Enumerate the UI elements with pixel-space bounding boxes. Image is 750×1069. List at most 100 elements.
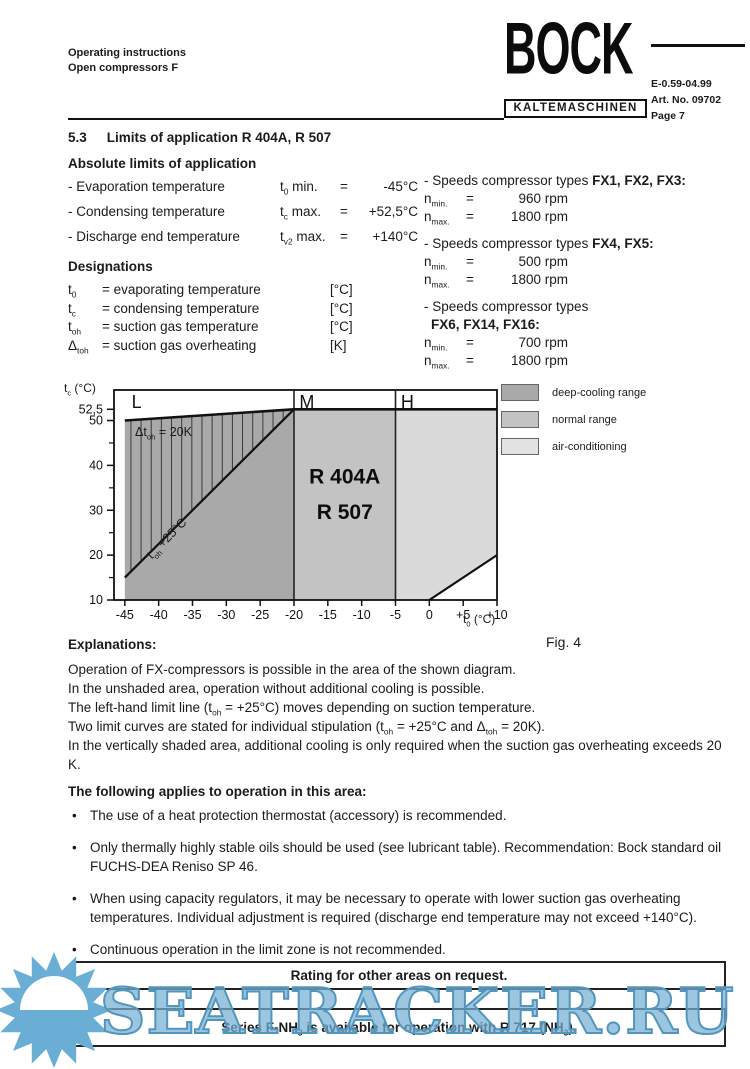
limit-eq: = — [340, 229, 348, 244]
svg-text:10: 10 — [89, 593, 103, 607]
speed-value: 500 rpm — [518, 254, 568, 269]
limit-symbol: tv2 max. — [280, 229, 326, 247]
limit-value: +140°C — [372, 229, 418, 244]
legend-item: normal range — [501, 411, 646, 428]
legend-item: air-conditioning — [501, 438, 646, 455]
bullet-text: When using capacity regulators, it may b… — [90, 891, 697, 925]
speed-eq: = — [466, 191, 474, 206]
svg-text:-15: -15 — [319, 608, 337, 622]
speed-symbol: nmax. — [424, 353, 450, 371]
legend-swatch-normal — [501, 411, 539, 428]
svg-text:-10: -10 — [353, 608, 371, 622]
speeds-block: - Speeds compressor types FX1, FX2, FX3:… — [424, 172, 734, 379]
designation-text: = suction gas temperature — [102, 319, 259, 334]
limit-symbol: t0 min. — [280, 179, 318, 197]
bullet-item: • Only thermally highly stable oils shou… — [68, 838, 728, 876]
operation-area-heading: The following applies to operation in th… — [68, 784, 367, 799]
designation-unit: [°C] — [330, 319, 353, 334]
limit-eq: = — [340, 179, 348, 194]
legend-label: air-conditioning — [552, 440, 627, 453]
header-line2: Open compressors F — [68, 61, 179, 74]
svg-text:-30: -30 — [217, 608, 235, 622]
speed-group-title2: FX6, FX14, FX16: — [431, 317, 540, 332]
speed-row: nmin. = 960 rpm — [424, 190, 734, 208]
limit-row: - Condensing temperature tc max. = +52,5… — [68, 203, 420, 222]
svg-text:-25: -25 — [251, 608, 269, 622]
speed-symbol: nmax. — [424, 209, 450, 227]
svg-text:-40: -40 — [150, 608, 168, 622]
limit-label: - Discharge end temperature — [68, 229, 240, 244]
section-heading: 5.3 Limits of application R 404A, R 507 — [68, 130, 331, 145]
svg-text:R 404A: R 404A — [309, 465, 380, 488]
svg-text:L: L — [132, 392, 142, 412]
designations-block: Designations t0 = evaporating temperatur… — [68, 259, 420, 355]
bullet-item: • The use of a heat protection thermosta… — [68, 806, 728, 825]
speed-row: nmax. = 1800 rpm — [424, 208, 734, 226]
nh3-note-box: Series F-NH3 is available for operation … — [72, 1008, 726, 1047]
header-meta: E-0.59-04.99 Art. No. 09702 Page 7 — [651, 44, 745, 124]
limit-label: - Condensing temperature — [68, 204, 225, 219]
speed-group: - Speeds compressor types FX6, FX14, FX1… — [424, 298, 734, 370]
svg-text:20: 20 — [89, 548, 103, 562]
chart-legend: deep-cooling range normal range air-cond… — [501, 384, 646, 465]
explanation-line: Two limit curves are stated for individu… — [68, 719, 545, 737]
designation-row: t0 = evaporating temperature [°C] — [68, 281, 420, 300]
speed-group-title: - Speeds compressor types FX4, FX5: — [424, 236, 654, 251]
limit-symbol: tc max. — [280, 204, 321, 222]
limit-eq: = — [340, 204, 348, 219]
bullet-text: Only thermally highly stable oils should… — [90, 840, 722, 874]
bullet-glyph: • — [72, 942, 77, 957]
figure-caption: Fig. 4 — [546, 634, 582, 650]
bullet-item: • Continuous operation in the limit zone… — [68, 940, 728, 959]
chart-canvas: -45 -40 -35 -30 -25 -20 -15 -10 -5 0 +5 +10 10 20 30 40… — [79, 389, 508, 622]
designation-unit: [°C] — [330, 300, 353, 316]
y-axis-title: tc (°C) — [64, 381, 96, 398]
page-number: Page 7 — [651, 109, 685, 122]
designation-unit: [°C] — [330, 282, 353, 297]
speed-group: - Speeds compressor types FX1, FX2, FX3:… — [424, 172, 734, 226]
bullet-glyph: • — [72, 840, 77, 855]
legend-swatch-air-conditioning — [501, 438, 539, 455]
svg-text:52,5: 52,5 — [79, 402, 103, 416]
svg-text:-45: -45 — [116, 608, 134, 622]
bullet-text: Continuous operation in the limit zone i… — [90, 942, 446, 957]
operation-area-bullets: • The use of a heat protection thermosta… — [68, 806, 728, 972]
designation-row: Δtoh = suction gas overheating [K] — [68, 337, 420, 356]
explanation-line: In the vertically shaded area, additiona… — [68, 738, 722, 772]
legend-label: deep-cooling range — [552, 386, 647, 399]
speed-eq: = — [466, 353, 474, 368]
rating-note-box: Rating for other areas on request. — [72, 961, 726, 990]
limit-label: - Evaporation temperature — [68, 179, 225, 194]
designations-heading: Designations — [68, 259, 153, 274]
svg-text:+5: +5 — [456, 608, 470, 622]
header-left: Operating instructions Open compressors … — [68, 46, 186, 76]
svg-text:-20: -20 — [285, 608, 303, 622]
speed-symbol: nmax. — [424, 272, 450, 290]
section-title: Limits of application R 404A, R 507 — [106, 130, 332, 145]
explanations-text: Operation of FX-compressors is possible … — [68, 660, 724, 774]
speed-eq: = — [466, 209, 474, 224]
speed-eq: = — [466, 254, 474, 269]
speed-eq: = — [466, 272, 474, 287]
speed-value: 960 rpm — [518, 191, 568, 206]
speed-row: nmin. = 500 rpm — [424, 253, 734, 271]
speed-symbol: nmin. — [424, 191, 448, 209]
art-number: Art. No. 09702 — [651, 93, 722, 106]
legend-item: deep-cooling range — [501, 384, 646, 401]
explanation-line: Operation of FX-compressors is possible … — [68, 662, 516, 677]
speed-symbol: nmin. — [424, 254, 448, 272]
svg-text:0: 0 — [426, 608, 433, 622]
svg-text:50: 50 — [89, 414, 103, 428]
designation-symbol: t0 — [68, 282, 77, 300]
application-limits-chart: -45 -40 -35 -30 -25 -20 -15 -10 -5 0 +5 +10 10 20 30 40… — [64, 380, 736, 642]
designation-symbol: tc — [68, 300, 76, 319]
bock-logo-text: BOCK — [504, 7, 633, 90]
speed-row: nmax. = 1800 rpm — [424, 352, 734, 370]
speed-value: 1800 rpm — [510, 272, 568, 287]
explanation-line: In the unshaded area, operation without … — [68, 681, 485, 696]
svg-text:R 507: R 507 — [317, 501, 373, 524]
bullet-glyph: • — [72, 891, 77, 906]
speed-row: nmin. = 700 rpm — [424, 334, 734, 352]
svg-text:30: 30 — [89, 503, 103, 517]
